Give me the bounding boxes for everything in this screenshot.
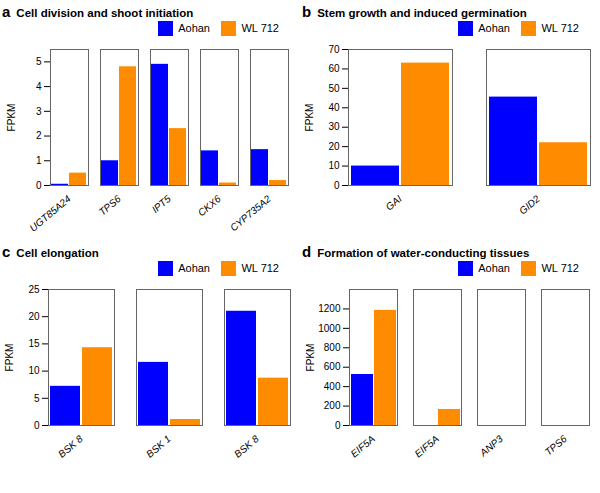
svg-text:5: 5 <box>34 393 40 404</box>
svg-text:15: 15 <box>28 338 40 349</box>
svg-text:70: 70 <box>328 44 340 55</box>
html-text:WL 712: WL 712 <box>541 262 579 275</box>
svg-text:50: 50 <box>328 83 340 94</box>
svg-text:0: 0 <box>335 420 341 431</box>
svg-text:TPS6: TPS6 <box>543 433 570 458</box>
svg-text:20: 20 <box>328 141 340 152</box>
svg-text:CYP735A2: CYP735A2 <box>228 193 273 234</box>
svg-text:0: 0 <box>34 420 40 431</box>
svg-text:EIF5A: EIF5A <box>412 433 441 460</box>
svg-text:BSK 8: BSK 8 <box>232 433 261 460</box>
html-text:WL 712: WL 712 <box>541 22 579 35</box>
svg-text:FPKM: FPKM <box>304 104 315 132</box>
svg-text:GAI: GAI <box>384 193 404 213</box>
svg-text:40: 40 <box>328 102 340 113</box>
svg-text:FPKM: FPKM <box>305 344 316 372</box>
svg-text:0: 0 <box>334 180 340 191</box>
svg-text:ANP3: ANP3 <box>477 433 505 459</box>
svg-text:FPKM: FPKM <box>4 344 15 372</box>
svg-text:20: 20 <box>28 311 40 322</box>
html-text:b Stem growth and induced germ: b Stem growth and induced germination <box>302 3 527 20</box>
svg-text:400: 400 <box>324 381 341 392</box>
svg-text:600: 600 <box>324 361 341 372</box>
html-text:a Cell division and shoot init: a Cell division and shoot initiation <box>2 3 194 20</box>
svg-text:TPS6: TPS6 <box>97 193 124 218</box>
svg-text:BSK 8: BSK 8 <box>56 433 85 460</box>
svg-text:IPT5: IPT5 <box>150 193 174 215</box>
svg-text:1: 1 <box>36 155 42 166</box>
html-text:WL 712: WL 712 <box>241 22 279 35</box>
svg-text:30: 30 <box>328 121 340 132</box>
html-text:c Cell elongation: c Cell elongation <box>2 243 99 260</box>
html-text:d Formation of water-conductin: d Formation of water-conducting tissues <box>302 243 530 260</box>
svg-text:GID2: GID2 <box>517 193 542 217</box>
svg-text:5: 5 <box>36 56 42 67</box>
html-text:Aohan: Aohan <box>178 262 210 275</box>
html-text:Aohan: Aohan <box>478 22 510 35</box>
svg-text:10: 10 <box>28 365 40 376</box>
svg-text:0: 0 <box>36 180 42 191</box>
svg-text:2: 2 <box>36 130 42 141</box>
svg-text:200: 200 <box>324 400 341 411</box>
svg-text:25: 25 <box>28 284 40 295</box>
svg-text:3: 3 <box>36 106 42 117</box>
svg-text:UGT85A24: UGT85A24 <box>27 193 73 234</box>
svg-text:60: 60 <box>328 63 340 74</box>
html-text:Aohan: Aohan <box>478 262 510 275</box>
svg-text:CKX6: CKX6 <box>196 193 223 218</box>
svg-text:800: 800 <box>324 342 341 353</box>
svg-text:FPKM: FPKM <box>6 104 17 132</box>
svg-text:1200: 1200 <box>318 303 341 314</box>
html-text:Aohan: Aohan <box>178 22 210 35</box>
svg-text:1000: 1000 <box>318 323 341 334</box>
svg-text:4: 4 <box>36 81 42 92</box>
svg-text:EIF5A: EIF5A <box>348 433 377 460</box>
svg-text:BSK 1: BSK 1 <box>144 433 173 460</box>
svg-text:10: 10 <box>328 160 340 171</box>
html-text:WL 712: WL 712 <box>241 262 279 275</box>
